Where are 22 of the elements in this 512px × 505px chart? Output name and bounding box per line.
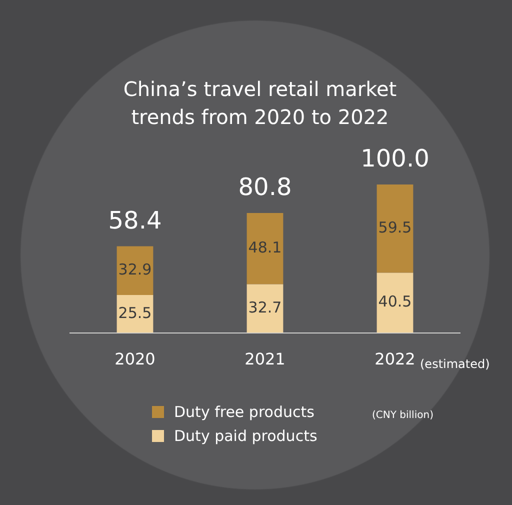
x-tick-label: 2022 — [374, 350, 416, 369]
data-label: 40.5 — [378, 292, 412, 311]
data-label: 25.5 — [118, 304, 152, 322]
legend-label: Duty paid products — [174, 427, 318, 445]
chart-title: China’s travel retail market trends from 2020 to 2022 — [122, 76, 398, 131]
data-label: 48.1 — [248, 238, 282, 257]
x-tick-label: 2020 — [114, 350, 156, 369]
bar — [376, 272, 414, 333]
total-label: 100.0 — [360, 144, 430, 173]
legend-label: Duty free products — [174, 403, 314, 421]
data-label: 32.9 — [118, 260, 152, 278]
bar — [116, 246, 154, 295]
text: (estimated) — [420, 357, 490, 371]
x-tick-label: 2021 — [244, 350, 286, 369]
text: (CNY billion) — [372, 410, 434, 421]
bar — [246, 284, 284, 333]
bar — [246, 212, 284, 284]
bar — [376, 184, 414, 273]
data-label: 32.7 — [248, 298, 282, 316]
total-label: 80.8 — [238, 173, 292, 202]
total-label: 58.4 — [108, 206, 162, 234]
data-label: 59.5 — [378, 218, 412, 237]
